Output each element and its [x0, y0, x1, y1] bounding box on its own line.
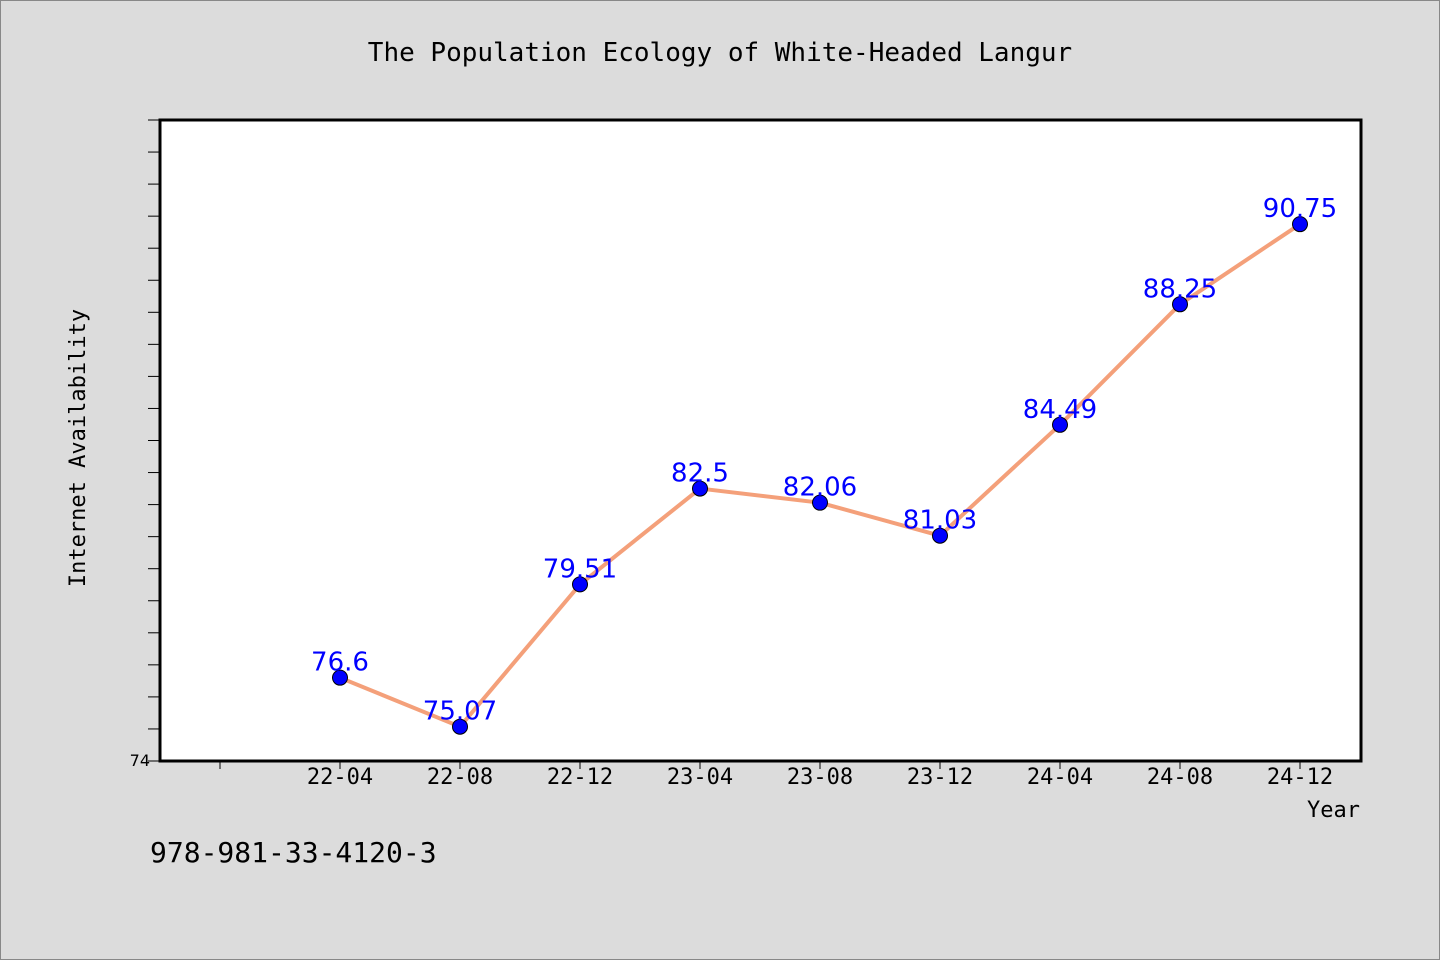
isbn-text: 978-981-33-4120-3: [150, 836, 437, 869]
data-label: 76.6: [311, 648, 369, 678]
data-point: [452, 718, 468, 735]
data-point: [1052, 416, 1068, 433]
data-label: 88.25: [1143, 274, 1217, 304]
data-label: 90.75: [1263, 194, 1337, 224]
x-tick-label: 24-12: [1267, 765, 1333, 790]
data-point: [932, 527, 948, 544]
plot-area: [158, 118, 1363, 763]
x-axis-ticks: 22-04 22-08 22-12 23-04 23-08 23-12 24-04 24-08…: [219, 761, 1333, 790]
data-point: [1292, 216, 1308, 233]
data-label: 84.49: [1023, 395, 1097, 425]
data-point: [332, 669, 348, 686]
data-label: 82.06: [783, 473, 857, 503]
data-point: [572, 576, 588, 593]
x-tick-label: 22-08: [427, 765, 493, 790]
x-tick-label: 24-04: [1027, 765, 1093, 790]
data-point: [812, 494, 828, 511]
x-tick-label: 23-04: [667, 765, 733, 790]
data-point: [692, 480, 708, 497]
x-tick-label: 23-08: [787, 765, 853, 790]
series-group: 76.6 75.07 79.51 82.5 82.06 81.03 84.49 88.25 90…: [311, 194, 1337, 735]
data-label: 82.5: [671, 459, 729, 489]
x-tick-label: 24-08: [1147, 765, 1213, 790]
data-point: [1172, 296, 1188, 313]
data-label: 81.03: [903, 506, 977, 536]
y-axis-ticks: [148, 119, 160, 762]
x-axis-title: Year: [1307, 798, 1360, 823]
x-tick-label: 22-12: [547, 765, 613, 790]
x-tick-label: 22-04: [307, 765, 373, 790]
data-label: 75.07: [423, 697, 497, 727]
y-axis-title: Internet Availability: [66, 309, 91, 587]
y-tick-label-min: 74: [130, 751, 150, 770]
data-label: 79.51: [543, 554, 617, 584]
x-tick-label: 23-12: [907, 765, 973, 790]
chart-title: The Population Ecology of White-Headed L…: [368, 38, 1072, 68]
